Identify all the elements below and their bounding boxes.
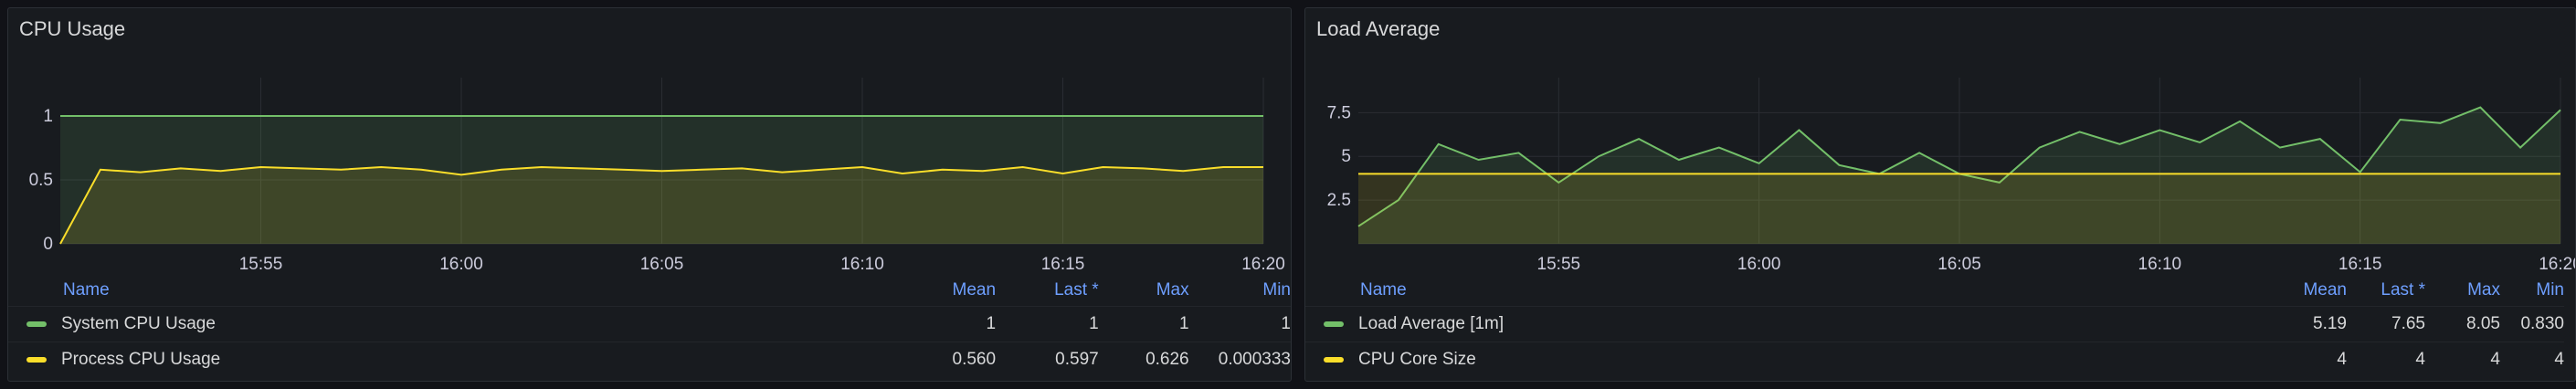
series-min: 4 (2500, 342, 2564, 377)
cpu-usage-panel: CPU Usage 0 0.5 1 15:55 16:00 16:05 16:10 16:15… (7, 7, 1292, 382)
x-tick-label: 16:00 (439, 255, 483, 274)
series-mean: 5.19 (2283, 306, 2347, 342)
series-last: 7.65 (2347, 306, 2425, 342)
legend-row[interactable]: Process CPU Usage 0.560 0.597 0.626 0.00… (8, 342, 1291, 377)
legend-header-min[interactable]: Min (2536, 280, 2564, 300)
y-tick-label: 0.5 (29, 171, 53, 190)
series-name[interactable]: Load Average [1m] (1358, 314, 1504, 333)
load-average-chart[interactable]: 2.5 5 7.5 15:55 16:00 16:05 16:10 16:15 16:20 (1305, 61, 2575, 275)
series-min: 0.000333 (1188, 342, 1291, 377)
cpu-usage-chart[interactable]: 0 0.5 1 15:55 16:00 16:05 16:10 16:15 16:20 (8, 61, 1291, 275)
series-color-swatch[interactable] (26, 321, 47, 327)
x-tick-label: 16:05 (640, 255, 684, 274)
legend-row[interactable]: System CPU Usage 1 1 1 1 (8, 306, 1291, 342)
y-tick-label: 7.5 (1327, 103, 1351, 122)
series-last: 0.597 (996, 342, 1099, 377)
series-name[interactable]: Process CPU Usage (61, 350, 221, 369)
series-color-swatch[interactable] (1324, 321, 1344, 327)
legend-row[interactable]: Load Average [1m] 5.19 7.65 8.05 0.830 (1305, 306, 2564, 342)
series-last: 4 (2347, 342, 2425, 377)
series-max: 8.05 (2425, 306, 2500, 342)
series-mean: 4 (2283, 342, 2347, 377)
y-tick-label: 0 (43, 235, 53, 254)
series-area (1358, 107, 2560, 244)
x-tick-label: 16:15 (1041, 255, 1085, 274)
legend-header-min[interactable]: Min (1262, 280, 1291, 300)
legend: Name Mean Last * Max Min System CPU Usag… (8, 275, 1291, 377)
legend-header-name[interactable]: Name (63, 280, 110, 300)
legend: Name Mean Last * Max Min Load Average [1… (1305, 275, 2564, 377)
x-tick-label: 16:10 (2138, 255, 2182, 274)
series-max: 0.626 (1098, 342, 1189, 377)
series-color-swatch[interactable] (1324, 356, 1344, 363)
y-tick-label: 2.5 (1327, 191, 1351, 210)
x-tick-label: 16:15 (2338, 255, 2382, 274)
x-tick-label: 15:55 (239, 255, 283, 274)
legend-header-mean[interactable]: Mean (2303, 280, 2347, 300)
series-last: 1 (996, 306, 1099, 342)
x-tick-label: 15:55 (1537, 255, 1581, 274)
series-max: 1 (1098, 306, 1189, 342)
series-area (1358, 173, 2560, 244)
x-tick-label: 16:00 (1737, 255, 1781, 274)
series-color-swatch[interactable] (26, 356, 47, 363)
x-tick-label: 16:10 (840, 255, 884, 274)
series-min: 1 (1188, 306, 1291, 342)
panel-title[interactable]: Load Average (1316, 17, 1441, 40)
x-tick-label: 16:20 (1241, 255, 1285, 274)
x-tick-label: 16:20 (2539, 255, 2575, 274)
legend-header-max[interactable]: Max (1156, 280, 1189, 300)
y-tick-label: 1 (43, 107, 53, 126)
legend-header-last[interactable]: Last * (2381, 280, 2425, 300)
series-max: 4 (2425, 342, 2500, 377)
load-average-panel: Load Average 2.5 5 7.5 15:55 16:00 16:05 16:10… (1304, 7, 2576, 382)
series-name[interactable]: CPU Core Size (1358, 350, 1476, 369)
series-area (60, 116, 1263, 244)
panel-title[interactable]: CPU Usage (19, 17, 126, 40)
series-min: 0.830 (2500, 306, 2564, 342)
series-area (60, 167, 1263, 244)
legend-header-name[interactable]: Name (1360, 280, 1407, 300)
series-mean: 0.560 (913, 342, 997, 377)
legend-row[interactable]: CPU Core Size 4 4 4 4 (1305, 342, 2564, 377)
series-line (59, 165, 1263, 245)
series-name[interactable]: System CPU Usage (61, 314, 216, 333)
y-tick-label: 5 (1341, 147, 1351, 166)
legend-header-max[interactable]: Max (2467, 280, 2500, 300)
legend-header-last[interactable]: Last * (1054, 280, 1099, 300)
series-mean: 1 (913, 306, 997, 342)
x-tick-label: 16:05 (1937, 255, 1981, 274)
legend-header-mean[interactable]: Mean (952, 280, 997, 300)
